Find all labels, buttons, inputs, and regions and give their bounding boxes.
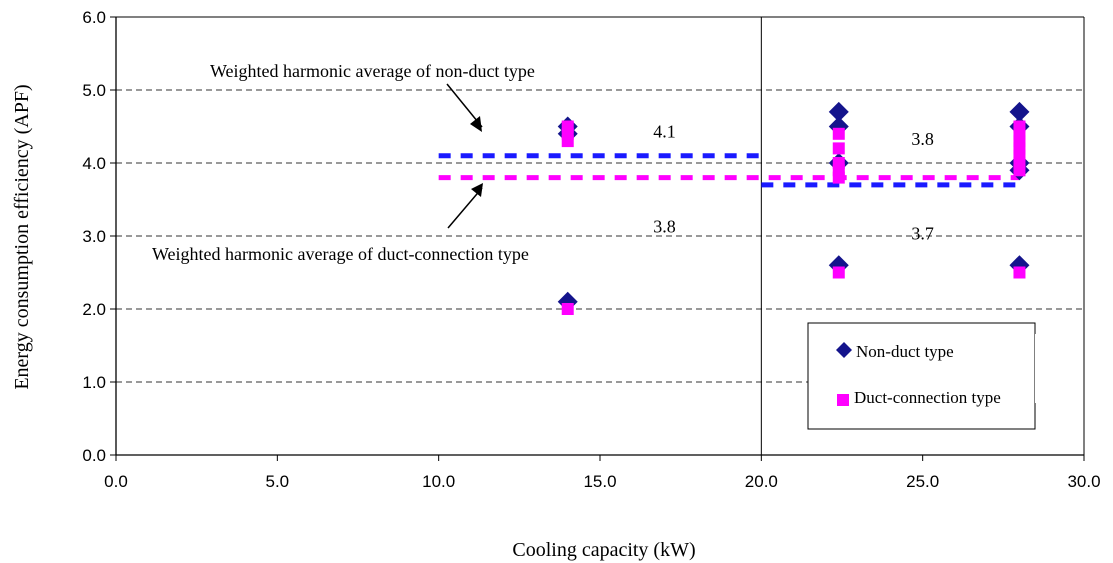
- x-axis-title: Cooling capacity (kW): [512, 539, 695, 561]
- point-duct-connection: [561, 303, 574, 315]
- y-tick-label: 3.0: [82, 227, 106, 246]
- y-axis-title: Energy consumption efficiency (APF): [11, 84, 33, 389]
- y-tick-label: 5.0: [82, 81, 106, 100]
- x-tick-label: 0.0: [104, 472, 128, 491]
- value-labels: 4.1 3.8 3.8 3.7: [653, 121, 934, 243]
- x-tick-label: 15.0: [583, 472, 616, 491]
- point-duct-connection: [832, 266, 845, 279]
- gridlines: [116, 89, 1084, 383]
- annotation-non-duct-arrowhead: [470, 116, 482, 132]
- point-duct-connection: [1013, 164, 1026, 177]
- point-non-duct: [1009, 101, 1030, 122]
- y-tick-label: 4.0: [82, 154, 106, 173]
- x-tick-label: 10.0: [422, 472, 455, 491]
- point-duct-connection: [832, 142, 845, 155]
- x-tick-label: 30.0: [1067, 472, 1100, 491]
- y-tick-label: 0.0: [82, 446, 106, 465]
- legend-label-duct-connection: Duct-connection type: [854, 388, 1001, 407]
- y-tick-label: 2.0: [82, 300, 106, 319]
- legend-box-overflow: [1035, 334, 1083, 403]
- point-non-duct: [828, 101, 849, 122]
- legend: Non-duct type Duct-connection type: [807, 322, 1083, 430]
- annotation-duct-connection-text: Weighted harmonic average of duct-connec…: [152, 244, 529, 264]
- x-tick-label: 5.0: [266, 472, 290, 491]
- annotation-duct-connection: Weighted harmonic average of duct-connec…: [152, 183, 529, 264]
- annotation-duct-connection-arrowhead: [471, 183, 483, 197]
- annotation-duct-connection-arrow-shaft: [447, 187, 483, 229]
- average-lines: [438, 153, 1020, 188]
- value-label: 3.8: [911, 129, 934, 149]
- point-duct-connection: [561, 135, 574, 148]
- axes: 0.0 1.0 2.0 3.0 4.0 5.0 6.0 0.0 5.0 10.0 15.0 20.0 2…: [82, 8, 1100, 491]
- legend-diamond-icon: [836, 342, 852, 358]
- legend-square-icon: [837, 394, 849, 406]
- point-duct-connection: [1013, 266, 1026, 279]
- y-tick-label: 1.0: [82, 373, 106, 392]
- value-label: 4.1: [653, 121, 676, 141]
- annotation-non-duct-text: Weighted harmonic average of non-duct ty…: [210, 61, 535, 81]
- x-tick-label: 20.0: [745, 472, 778, 491]
- y-tick-label: 6.0: [82, 8, 106, 27]
- point-duct-connection: [832, 171, 845, 184]
- value-label: 3.7: [911, 224, 934, 244]
- value-label: 3.8: [653, 216, 676, 236]
- point-duct-connection: [832, 127, 845, 140]
- annotation-non-duct: Weighted harmonic average of non-duct ty…: [210, 61, 535, 132]
- legend-box: [807, 322, 1036, 430]
- legend-label-non-duct: Non-duct type: [856, 342, 954, 361]
- data-points: [557, 101, 1030, 315]
- x-tick-label: 25.0: [906, 472, 939, 491]
